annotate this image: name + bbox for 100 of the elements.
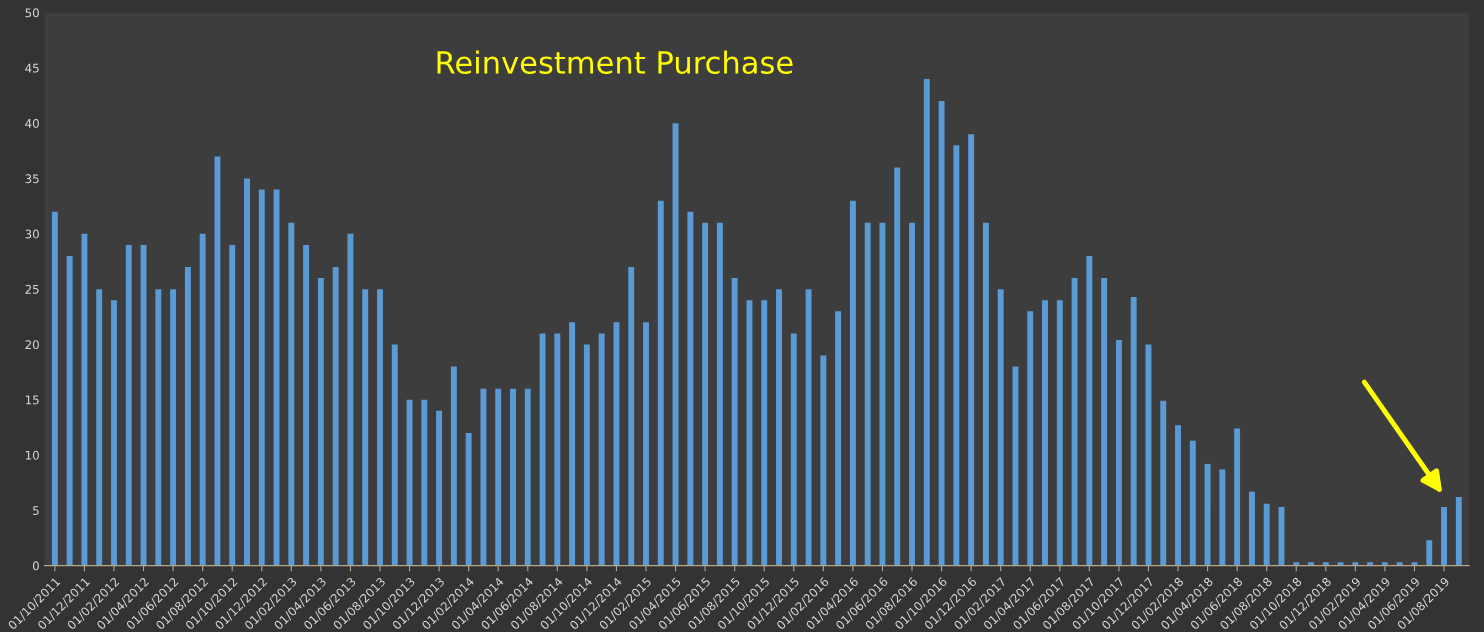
bar: [805, 289, 812, 566]
y-tick-label: 40: [25, 118, 39, 128]
bar: [923, 79, 930, 566]
bar: [1234, 428, 1241, 566]
bar: [288, 222, 295, 566]
bar: [1219, 469, 1226, 566]
bar: [66, 255, 73, 566]
bar: [1056, 300, 1063, 566]
bar: [968, 134, 975, 566]
bar: [1071, 278, 1078, 566]
bar: [317, 278, 324, 566]
bar: [214, 156, 221, 566]
bar: [1101, 278, 1108, 566]
bar: [1396, 562, 1403, 566]
bar: [672, 123, 679, 566]
bar: [524, 388, 531, 566]
bar: [480, 388, 487, 566]
y-tick-label: 25: [25, 284, 39, 294]
bar: [864, 222, 871, 566]
bar: [982, 222, 989, 566]
bar: [657, 200, 664, 566]
bar: [1115, 340, 1122, 566]
bar: [155, 289, 162, 566]
bar: [1160, 400, 1167, 566]
bar: [1248, 491, 1255, 566]
bar: [406, 399, 413, 566]
bar: [820, 355, 827, 566]
bar: [1027, 311, 1034, 566]
bar: [953, 145, 960, 566]
bar: [125, 244, 132, 566]
bar: [111, 300, 117, 566]
bar: [258, 189, 265, 566]
bar: [1337, 562, 1344, 566]
bar: [1293, 562, 1300, 566]
bar: [81, 233, 88, 566]
y-tick-label: 10: [25, 450, 39, 460]
bar: [1322, 562, 1329, 566]
bar: [1130, 296, 1137, 566]
bar: [244, 178, 250, 566]
bar: [716, 222, 723, 566]
bar: [628, 267, 635, 566]
bar: [1308, 562, 1314, 566]
bar: [1367, 562, 1374, 566]
bar: [613, 322, 620, 566]
bar: [1263, 503, 1270, 566]
bar: [332, 267, 339, 566]
bar: [909, 222, 915, 566]
bar: [643, 322, 649, 566]
bar: [184, 267, 191, 566]
bar: [199, 233, 206, 566]
bar: [436, 410, 443, 566]
bar: [702, 222, 709, 566]
bar: [1042, 300, 1048, 566]
bar: [731, 278, 738, 566]
bar: [776, 289, 782, 566]
bar: [303, 244, 310, 566]
y-tick-label: 45: [25, 63, 39, 73]
bar: [835, 311, 842, 566]
bar: [51, 211, 58, 566]
bar: [450, 366, 457, 566]
bar: [938, 101, 945, 566]
bar: [746, 300, 753, 566]
y-tick-label: 35: [25, 174, 39, 184]
bar: [1175, 425, 1181, 566]
bar: [1426, 540, 1433, 566]
bar: [687, 211, 694, 566]
y-tick-label: 20: [25, 340, 39, 350]
bar: [377, 289, 383, 566]
bar: [598, 333, 605, 566]
bar: [569, 322, 576, 566]
bar: [96, 289, 103, 566]
bar: [761, 300, 768, 566]
bar: [465, 432, 472, 566]
bar: [1189, 440, 1196, 566]
text: Reinvestment Purchase: [437, 50, 793, 75]
bar: [554, 333, 561, 566]
bar: [583, 344, 590, 566]
bar: [1086, 255, 1093, 566]
y-tick-label: 0: [32, 561, 39, 571]
bar: [790, 333, 797, 566]
bar: [894, 167, 901, 566]
bar: [1441, 507, 1447, 566]
bar: [539, 333, 546, 566]
bar: [1352, 562, 1359, 566]
bar: [849, 200, 856, 566]
bar: [1381, 562, 1388, 566]
bar: [1204, 463, 1211, 566]
bar: [362, 289, 369, 566]
bar: [495, 388, 502, 566]
bar: [510, 388, 516, 566]
y-tick-label: 30: [25, 229, 39, 239]
bar: [421, 399, 428, 566]
bar: [1455, 497, 1462, 566]
bar: [170, 289, 177, 566]
bar: [347, 233, 354, 566]
y-tick-label: 15: [25, 395, 39, 405]
bar: [391, 344, 398, 566]
y-tick-label: 5: [33, 506, 39, 515]
bar: [229, 244, 236, 566]
bar: [997, 289, 1004, 566]
